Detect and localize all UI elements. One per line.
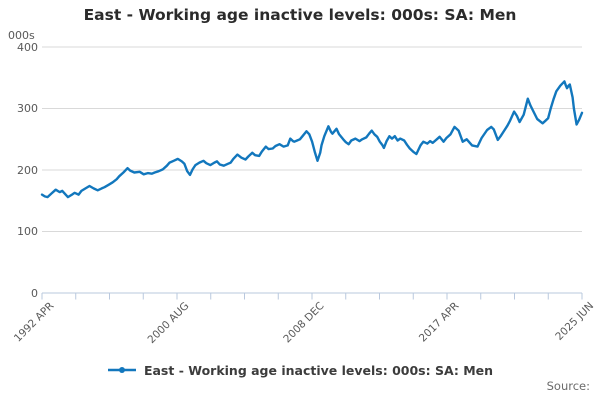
source-label: Source: [546,379,590,393]
y-tick-label: 200 [17,163,38,177]
y-tick-label: 300 [17,102,38,115]
x-axis [41,292,583,300]
gridlines [42,46,582,232]
legend-label: East - Working age inactive levels: 000s… [143,362,494,378]
y-tick-label: 400 [17,40,38,54]
line-series-marker-icon [107,367,136,373]
legend-item[interactable]: East - Working age inactive levels: 000s… [0,360,600,380]
y-tick-label: 100 [17,225,38,238]
plot-area [40,46,584,300]
chart-title: East - Working age inactive levels: 000s… [83,6,517,24]
y-axis-unit-label: 000s [8,29,35,42]
y-tick-label: 0 [31,286,38,300]
series-line[interactable] [40,80,584,199]
